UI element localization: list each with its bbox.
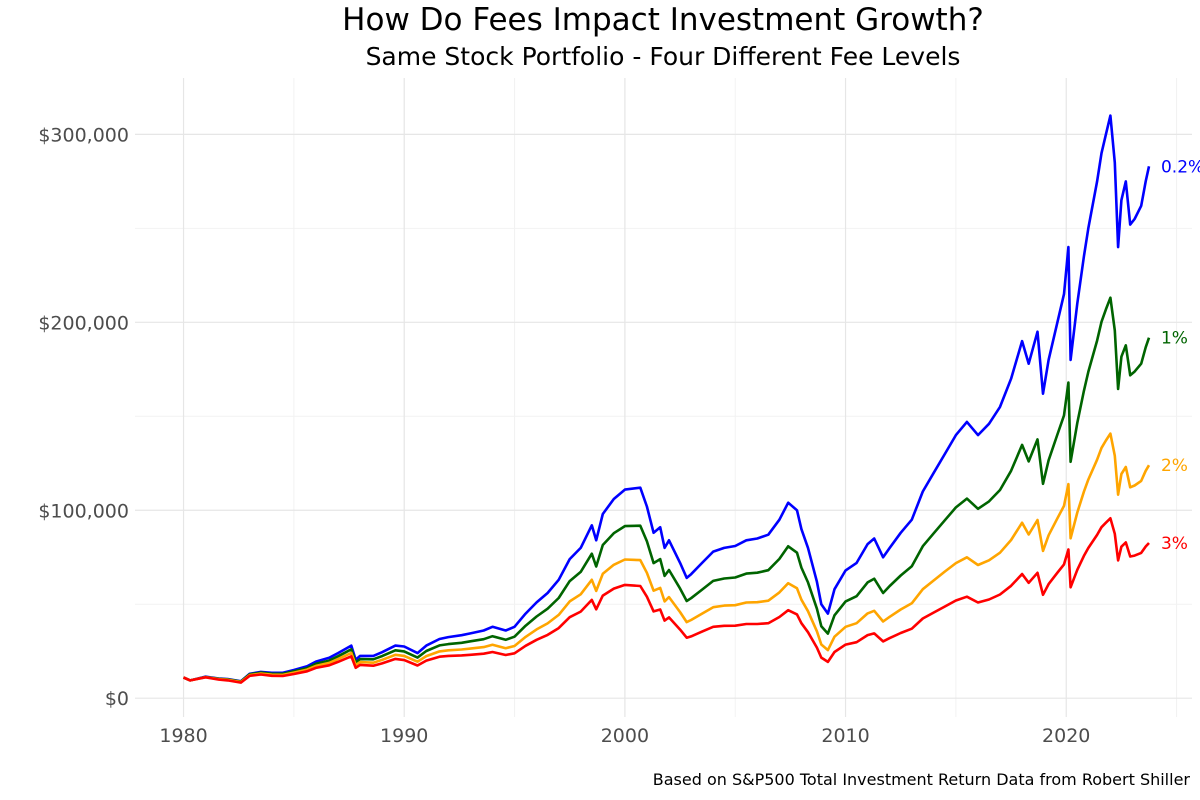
series-end-label-3: 3% (1161, 534, 1188, 554)
y-tick-label: $0 (105, 688, 129, 710)
grid-major-lines (135, 78, 1192, 717)
series-layer (182, 114, 1151, 684)
series-end-label-1: 1% (1161, 329, 1188, 349)
x-tick-label: 2010 (821, 725, 869, 747)
grid-minor-lines (135, 78, 1192, 717)
y-tick-label: $300,000 (38, 124, 129, 146)
series-end-label-0: 0.2% (1161, 157, 1200, 177)
x-tick-label: 1980 (159, 725, 207, 747)
chart-caption: Based on S&P500 Total Investment Return … (652, 770, 1190, 789)
x-tick-label: 2000 (601, 725, 649, 747)
series-end-label-2: 2% (1161, 456, 1188, 476)
end-labels: 0.2% 1% 2% 3% (1161, 157, 1200, 554)
x-axis: 1980 1990 2000 2010 2020 (159, 725, 1090, 747)
series-line-2 (182, 432, 1151, 684)
chart-title: How Do Fees Impact Investment Growth? (342, 2, 984, 38)
x-tick-label: 1990 (380, 725, 428, 747)
series-line-0 (182, 114, 1151, 683)
y-tick-label: $100,000 (38, 500, 129, 522)
y-axis: $0 $100,000 $200,000 $300,000 (38, 124, 129, 710)
chart-subtitle: Same Stock Portfolio - Four Different Fe… (365, 42, 961, 71)
y-tick-label: $200,000 (38, 312, 129, 334)
series-line-3 (182, 517, 1150, 684)
series-line-1 (182, 296, 1151, 683)
x-tick-label: 2020 (1042, 725, 1090, 747)
